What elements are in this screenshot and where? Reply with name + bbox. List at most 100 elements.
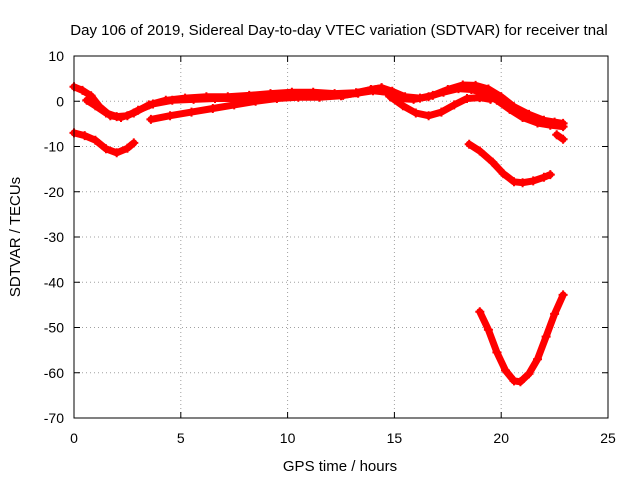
data-point-marker	[336, 91, 346, 101]
data-point-marker	[466, 85, 476, 94]
data-point-marker	[550, 309, 560, 319]
data-point-marker	[518, 113, 528, 122]
data-point-marker	[454, 84, 463, 94]
data-point-marker	[101, 108, 111, 118]
data-point-marker	[398, 101, 408, 111]
data-point-marker	[501, 366, 510, 375]
data-point-marker	[483, 325, 493, 335]
data-point-marker	[353, 88, 363, 98]
series-early-dip	[69, 128, 139, 158]
data-point-marker	[539, 172, 549, 182]
data-point-marker	[189, 94, 199, 104]
data-point-marker	[133, 105, 143, 115]
data-point-marker	[315, 92, 325, 102]
data-point-marker	[515, 377, 525, 387]
data-point-marker	[498, 169, 508, 179]
x-tick-label: 20	[493, 430, 509, 446]
series-lower-mid-band	[385, 92, 495, 121]
data-point-marker	[475, 93, 485, 103]
data-point-marker	[167, 95, 177, 105]
data-point-marker	[148, 99, 158, 109]
data-point-marker	[424, 92, 434, 102]
data-series	[69, 80, 568, 387]
grid	[74, 56, 608, 418]
data-point-marker	[112, 112, 122, 122]
data-point-marker	[439, 87, 448, 97]
series-late-dip	[552, 130, 568, 144]
data-point-marker	[518, 178, 528, 188]
series-mid-band	[146, 83, 393, 124]
data-point-marker	[293, 92, 303, 102]
x-tick-label: 10	[280, 430, 296, 446]
x-tick-label: 5	[177, 430, 185, 446]
y-tick-label: -60	[44, 365, 64, 381]
data-point-marker	[505, 104, 515, 114]
data-point-marker	[558, 134, 568, 144]
data-point-marker	[545, 170, 555, 180]
data-point-marker	[187, 107, 196, 117]
data-point-marker	[409, 94, 419, 104]
data-point-marker	[436, 107, 446, 117]
data-point-marker	[486, 94, 495, 104]
chart-title: Day 106 of 2019, Sidereal Day-to-day VTE…	[70, 22, 607, 39]
y-tick-label: -10	[44, 139, 64, 155]
data-point-marker	[524, 369, 534, 379]
y-tick-label: -20	[44, 184, 64, 200]
data-point-marker	[129, 138, 139, 148]
data-point-marker	[385, 92, 395, 102]
data-point-marker	[90, 101, 100, 111]
axes: 10 0 -10 -20 -30 -40 -50 -60 -70 0 5 10 15 20 25	[44, 48, 616, 446]
y-tick-label: 0	[56, 93, 64, 109]
data-point-marker	[488, 157, 498, 167]
data-point-marker	[229, 100, 239, 110]
data-point-marker	[424, 111, 434, 121]
data-point-marker	[528, 176, 538, 186]
x-axis-label: GPS time / hours	[283, 458, 397, 475]
x-tick-label: 0	[70, 430, 78, 446]
x-tick-label: 15	[387, 430, 403, 446]
data-point-marker	[492, 347, 502, 357]
data-point-marker	[411, 108, 421, 118]
data-point-marker	[165, 111, 175, 121]
data-point-marker	[475, 307, 485, 317]
data-point-marker	[533, 118, 542, 128]
data-point-marker	[541, 332, 551, 342]
data-point-marker	[377, 83, 387, 93]
y-tick-label: -30	[44, 229, 64, 245]
data-point-marker	[475, 146, 485, 156]
x-tick-label: 25	[600, 430, 616, 446]
y-tick-label: -40	[44, 274, 64, 290]
data-point-marker	[90, 135, 100, 145]
y-tick-label: -50	[44, 320, 64, 336]
data-point-marker	[122, 143, 132, 153]
data-point-marker	[112, 148, 122, 158]
data-point-marker	[122, 111, 132, 121]
data-point-marker	[464, 139, 474, 149]
data-point-marker	[449, 100, 459, 110]
data-point-marker	[533, 354, 542, 364]
data-point-marker	[251, 96, 261, 106]
data-point-marker	[208, 104, 218, 113]
data-point-marker	[545, 120, 555, 130]
data-point-marker	[80, 131, 90, 141]
y-axis-label: SDTVAR / TECUs	[7, 177, 24, 297]
series-late-descent	[464, 139, 555, 188]
data-point-marker	[210, 94, 220, 103]
data-point-marker	[78, 85, 87, 95]
data-point-marker	[509, 177, 519, 187]
data-point-marker	[552, 130, 562, 140]
data-point-marker	[272, 94, 282, 103]
data-point-marker	[101, 144, 111, 154]
y-tick-label: 10	[48, 48, 64, 64]
data-point-marker	[366, 85, 376, 94]
data-point-marker	[86, 91, 96, 101]
plot-frame	[73, 55, 609, 419]
data-point-marker	[82, 95, 92, 105]
series-deep-dip	[475, 290, 568, 387]
data-point-marker	[462, 94, 472, 103]
y-tick-label: -70	[44, 410, 64, 426]
data-point-marker	[146, 114, 156, 124]
data-point-marker	[558, 122, 568, 132]
